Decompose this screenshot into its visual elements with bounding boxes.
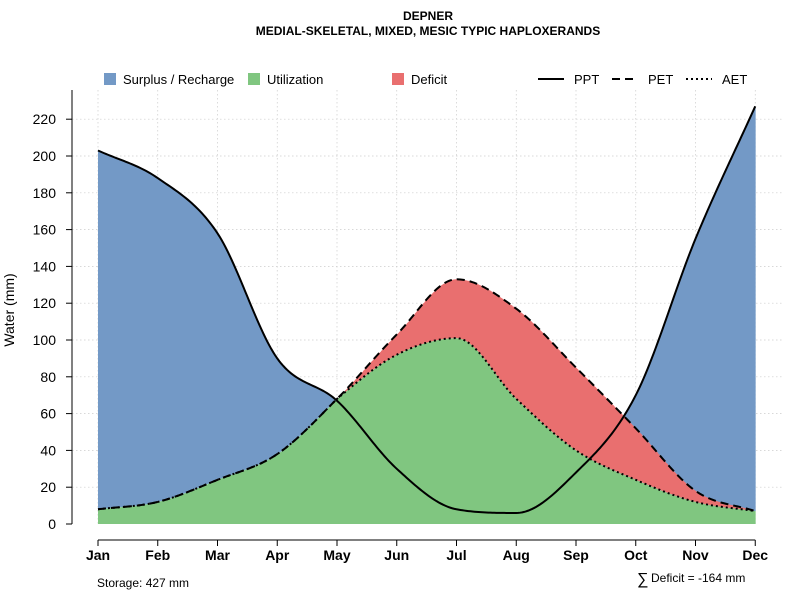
legend-label: Deficit: [411, 72, 448, 87]
series-line-aet: [97, 337, 756, 513]
legend-swatch-surplus-recharge: [104, 73, 116, 85]
deficit-annotation: Deficit = -164 mm: [651, 571, 745, 585]
x-tick-label: Oct: [624, 547, 648, 563]
series-line-pet: [97, 278, 756, 513]
y-tick-label: 180: [33, 185, 57, 201]
y-tick-label: 160: [33, 222, 57, 238]
legend-label: Utilization: [267, 72, 323, 87]
legend: Surplus / Recharge Utilization Deficit PPT P…: [104, 72, 747, 87]
chart-subtitle: MEDIAL-SKELETAL, MIXED, MESIC TYPIC HAPL…: [256, 24, 600, 38]
sum-symbol: ∑: [637, 571, 648, 588]
y-tick-label: 140: [33, 258, 57, 274]
x-tick-label: Nov: [682, 547, 709, 563]
y-tick-label: 100: [33, 332, 57, 348]
x-tick-label: May: [323, 547, 350, 563]
series-lines: [97, 105, 757, 514]
x-tick-label: Aug: [503, 547, 530, 563]
area-fills: [98, 106, 756, 524]
y-axis-title: Water (mm): [1, 273, 17, 346]
x-tick-label: Mar: [205, 547, 230, 563]
legend-label: AET: [722, 72, 747, 87]
y-tick-label: 40: [40, 442, 56, 458]
series-line-ppt: [97, 105, 757, 514]
x-tick-label: Dec: [742, 547, 768, 563]
y-tick-label: 60: [40, 406, 56, 422]
y-tick-label: 0: [48, 516, 56, 532]
chart-title: DEPNER: [403, 9, 453, 23]
x-tick-label: Jun: [384, 547, 409, 563]
y-tick-label: 120: [33, 295, 57, 311]
y-tick-label: 220: [33, 111, 57, 127]
legend-label: Surplus / Recharge: [123, 72, 234, 87]
x-tick-label: Sep: [563, 547, 589, 563]
legend-swatch-deficit: [392, 73, 404, 85]
y-tick-label: 200: [33, 148, 57, 164]
legend-swatch-utilization: [248, 73, 260, 85]
storage-annotation: Storage: 427 mm: [97, 576, 189, 590]
x-tick-label: Jan: [86, 547, 110, 563]
x-tick-label: Jul: [446, 547, 466, 563]
y-tick-label: 80: [40, 369, 56, 385]
x-tick-label: Feb: [145, 547, 170, 563]
axes: 0 20 40 60 80 100 120 140 160 180 200 220 Jan Feb Mar A…: [33, 90, 768, 563]
legend-label: PET: [648, 72, 673, 87]
surplus-recharge-area: [98, 106, 756, 512]
deficit-area: [338, 279, 754, 511]
x-tick-label: Apr: [265, 547, 290, 563]
legend-label: PPT: [574, 72, 599, 87]
utilization-area: [98, 338, 756, 524]
y-tick-label: 20: [40, 479, 56, 495]
